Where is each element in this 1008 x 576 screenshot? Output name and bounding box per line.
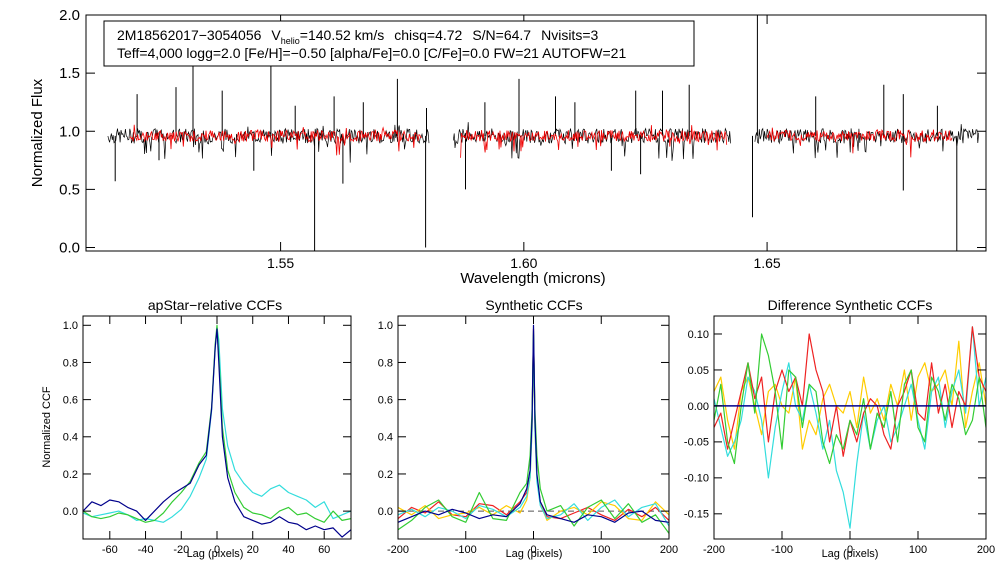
xtick-label: 100	[592, 544, 610, 556]
ytick-label: 0.4	[378, 432, 393, 444]
xtick-label: -60	[102, 544, 118, 556]
xtick-label: 20	[247, 544, 259, 556]
spectrum-xlabel: Wavelength (microns)	[460, 270, 605, 287]
difference-ccf-ticks: -200 -100 0 100 200 -0.15 -0.10 -0.05 0.00 0.05 0.…	[684, 316, 995, 556]
apstar-ccf-panel: apStar−relative CCFs -60 -40 -20 0 20 40 60 0.0…	[41, 297, 352, 560]
apstar-ccf-frame	[82, 315, 352, 540]
ytick-label: 0.8	[378, 357, 393, 369]
ytick-label: 0.0	[63, 506, 78, 518]
spectrum-xtick-label: 1.60	[510, 255, 537, 271]
info-line-2: Teff=4,000 logg=2.0 [Fe/H]=−0.50 [alpha/…	[117, 45, 626, 61]
spectrum-ytick-label: 0.0	[59, 240, 80, 257]
xtick-label: 100	[909, 544, 927, 556]
ccf-series-group	[714, 326, 986, 529]
apstar-ccf-xlabel: Lag (pixels)	[187, 548, 244, 560]
xtick-label: -200	[703, 544, 725, 556]
ytick-label: -0.05	[684, 437, 709, 449]
xtick-label: 0	[214, 544, 220, 556]
xtick-label: -20	[173, 544, 189, 556]
xtick-label: 40	[282, 544, 294, 556]
ccf-line-navy	[83, 328, 351, 538]
ytick-label: 0.4	[63, 432, 78, 444]
ccf-line-navy	[398, 324, 669, 523]
ytick-label: 0.00	[688, 401, 709, 413]
difference-ccf-xlabel: Lag (pixels)	[822, 548, 879, 560]
spectrum-frame	[85, 14, 987, 252]
xtick-label: 60	[318, 544, 330, 556]
spectrum-ytick-label: 1.0	[59, 123, 80, 140]
spectrum-ytick-label: 1.5	[59, 65, 80, 82]
ytick-label: 0.6	[63, 394, 78, 406]
star-id: 2M18562017−3054056	[117, 27, 262, 43]
spectrum-observed-line	[754, 124, 980, 159]
synthetic-ccf-frame	[397, 315, 670, 540]
ytick-label: 0.10	[688, 329, 709, 341]
synthetic-ccf-ticks: -200 -100 0 100 200 0.0 0.2 0.4 0.6 0.8 1.0	[378, 316, 678, 556]
spectrum-xtick-label: 1.55	[267, 255, 294, 271]
spectrum-xtick-label: 1.65	[753, 255, 780, 271]
spectrum-synthetic-line	[766, 127, 953, 158]
ytick-label: -0.10	[684, 473, 709, 485]
xtick-label: 0	[530, 544, 536, 556]
synthetic-ccf-xlabel: Lag (pixels)	[506, 548, 563, 560]
ytick-label: 0.2	[378, 469, 393, 481]
difference-ccf-plot-area	[714, 326, 986, 529]
spectrum-ticks: 1.55 1.60 1.65 0.0 0.5 1.0 1.5 2.0	[59, 7, 986, 271]
spectrum-plot-area	[107, 15, 980, 251]
ytick-label: 1.0	[63, 320, 78, 332]
spectrum-ytick-label: 0.5	[59, 181, 80, 198]
xtick-label: -100	[771, 544, 793, 556]
ytick-label: 1.0	[378, 320, 393, 332]
apstar-ccf-ticks: -60 -40 -20 0 20 40 60 0.0 0.2 0.4 0.6 0.8 1.0	[63, 316, 351, 556]
chisq-value: chisq=4.72	[394, 27, 462, 43]
xtick-label: 0	[847, 544, 853, 556]
velocity-value: =140.52 km/s	[300, 27, 384, 43]
spectrum-panel: 1.55 1.60 1.65 0.0 0.5 1.0 1.5 2.0 2M18562017−3…	[29, 7, 987, 287]
snr-value: S/N=64.7	[472, 27, 531, 43]
xtick-label: -40	[138, 544, 154, 556]
spectrum-observed-line	[107, 124, 430, 163]
ytick-label: -0.15	[684, 509, 709, 521]
ccf-line-gold	[714, 340, 986, 450]
ccf-line-cyan	[83, 326, 351, 523]
ccf-series-group	[398, 324, 669, 534]
velocity-label: V	[271, 27, 281, 43]
ytick-label: 0.8	[63, 357, 78, 369]
xtick-label: 200	[977, 544, 995, 556]
synthetic-ccf-plot-area	[398, 324, 669, 534]
xtick-label: -200	[387, 544, 409, 556]
ccf-line-cyan	[714, 326, 986, 529]
spectrum-info-box	[103, 20, 695, 67]
apstar-ccf-ylabel: Normalized CCF	[41, 386, 53, 468]
ccf-line-green	[714, 333, 986, 465]
velocity-subscript: helio	[281, 36, 300, 46]
spectrum-synthetic-line	[460, 125, 728, 158]
difference-ccf-panel: Difference Synthetic CCFs -200 -100 0 100 20…	[684, 297, 995, 560]
synthetic-ccf-title: Synthetic CCFs	[485, 297, 582, 313]
info-line-1: 2M18562017−3054056 Vhelio=140.52 km/s chis…	[117, 27, 598, 46]
nvisits-value: Nvisits=3	[541, 27, 598, 43]
spectrum-ylabel: Normalized Flux	[29, 78, 46, 187]
xtick-label: -100	[455, 544, 477, 556]
difference-ccf-title: Difference Synthetic CCFs	[768, 297, 933, 313]
spectrum-absorption-dips	[114, 135, 958, 251]
ccf-series-group	[83, 324, 351, 538]
ytick-label: 0.6	[378, 394, 393, 406]
ytick-label: 0.2	[63, 469, 78, 481]
spectrum-ytick-label: 2.0	[59, 7, 80, 24]
spectrum-emission-spikes	[136, 15, 938, 136]
spectrum-synthetic-line	[129, 124, 422, 156]
apstar-ccf-plot-area	[83, 324, 351, 538]
ccf-line-green	[83, 324, 351, 523]
xtick-label: 200	[660, 544, 678, 556]
ytick-label: 0.0	[378, 506, 393, 518]
apstar-ccf-title: apStar−relative CCFs	[148, 297, 282, 313]
synthetic-ccf-panel: Synthetic CCFs -200 -100 0 100 200 0.0 0.2 0.4 0…	[378, 297, 678, 560]
difference-ccf-frame	[713, 315, 987, 540]
ytick-label: 0.05	[688, 365, 709, 377]
